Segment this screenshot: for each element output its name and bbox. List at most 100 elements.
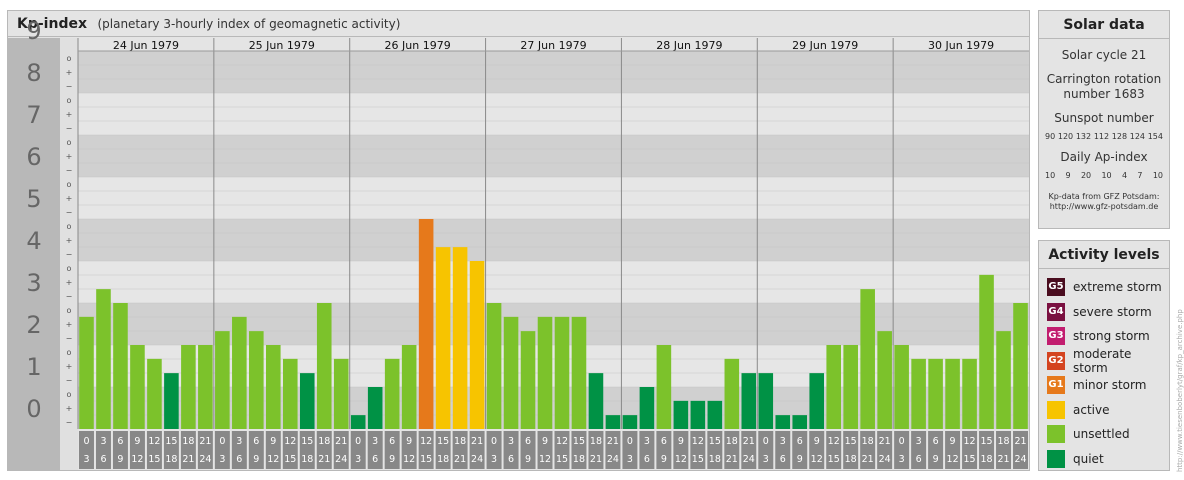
y-tick-label: 1: [26, 353, 41, 381]
data-source-note: Kp-data from GFZ Potsdam: http://www.gfz…: [1039, 192, 1169, 212]
minor-mark: +: [66, 152, 73, 161]
activity-levels-title: Activity levels: [1039, 241, 1169, 269]
interval-start-label: 12: [964, 436, 976, 447]
interval-cell: [860, 431, 876, 469]
kp-bar: [673, 400, 689, 429]
interval-cell: [554, 431, 570, 469]
kp-bar: [809, 373, 825, 429]
ap-value: 7: [1137, 171, 1143, 180]
interval-start-label: 12: [420, 436, 432, 447]
legend-item-quiet: quiet: [1047, 447, 1169, 472]
interval-cell: [452, 431, 468, 469]
interval-end-label: 18: [845, 454, 857, 465]
interval-start-label: 18: [862, 436, 874, 447]
sunspot-value: 128: [1111, 132, 1128, 141]
interval-start-label: 18: [182, 436, 194, 447]
kp-bar: [418, 219, 434, 429]
interval-cell: [163, 431, 179, 469]
minor-mark: −: [66, 82, 73, 91]
kp-band: [78, 219, 1029, 261]
interval-start-label: 18: [318, 436, 330, 447]
interval-end-label: 24: [743, 454, 755, 465]
interval-cell: [843, 431, 859, 469]
interval-start-label: 6: [661, 436, 667, 447]
day-label: 24 Jun 1979: [113, 39, 179, 52]
ap-value: 20: [1080, 171, 1092, 180]
interval-end-label: 9: [389, 454, 395, 465]
interval-start-label: 3: [372, 436, 378, 447]
interval-end-label: 24: [471, 454, 483, 465]
ap-value: 10: [1152, 171, 1163, 180]
interval-cell: [877, 431, 893, 469]
interval-cell: [95, 431, 111, 469]
minor-mark: −: [66, 376, 73, 385]
kp-bar: [232, 316, 247, 429]
interval-cell: [486, 431, 502, 469]
minor-mark: +: [66, 278, 73, 287]
interval-cell: [537, 431, 553, 469]
interval-start-label: 9: [542, 436, 548, 447]
legend-label: quiet: [1073, 451, 1104, 466]
interval-end-label: 9: [117, 454, 123, 465]
interval-end-label: 15: [556, 454, 568, 465]
interval-end-label: 24: [879, 454, 891, 465]
sunspot-numbers: 90 120 132 112 128 124 154: [1039, 132, 1169, 141]
legend-item-active: active: [1047, 398, 1169, 423]
kp-bar: [401, 345, 417, 429]
interval-cell: [571, 431, 587, 469]
interval-start-label: 9: [814, 436, 820, 447]
ap-value: 4: [1121, 171, 1128, 180]
interval-end-label: 12: [675, 454, 687, 465]
data-source-link[interactable]: http://www.gfz-potsdam.de: [1049, 202, 1159, 211]
legend-swatch: [1047, 449, 1065, 468]
interval-end-label: 3: [355, 454, 361, 465]
watermark-url: http://www.tiesenboberlyt/graf/kp_archiv…: [1176, 309, 1184, 472]
interval-cell: [316, 431, 332, 469]
minor-mark: −: [66, 124, 73, 133]
interval-start-label: 18: [726, 436, 738, 447]
kp-band: [78, 261, 1029, 303]
interval-cell: [503, 431, 519, 469]
interval-start-label: 3: [236, 436, 242, 447]
interval-end-label: 12: [403, 454, 415, 465]
kp-bar: [249, 331, 264, 429]
interval-cell: [792, 431, 808, 469]
interval-start-label: 15: [709, 436, 721, 447]
kp-bar: [843, 345, 858, 429]
interval-cell: [299, 431, 315, 469]
interval-end-label: 9: [797, 454, 803, 465]
interval-start-label: 0: [763, 436, 769, 447]
kp-bar: [520, 331, 536, 429]
kp-bar: [316, 303, 332, 429]
kp-band: [78, 93, 1029, 135]
interval-start-label: 0: [627, 436, 633, 447]
legend-swatch: G2: [1047, 351, 1065, 370]
activity-legend: G5 extreme storm G4 severe storm G3 stro…: [1039, 269, 1169, 471]
kp-bar: [1013, 303, 1028, 429]
interval-cell: [639, 431, 655, 469]
interval-cell: [214, 431, 230, 469]
minor-mark: −: [66, 208, 73, 217]
minor-mark: −: [66, 292, 73, 301]
interval-start-label: 15: [845, 436, 857, 447]
legend-label: severe storm: [1073, 304, 1152, 319]
ap-value: 9: [1065, 171, 1071, 180]
interval-cell: [775, 431, 791, 469]
interval-end-label: 18: [573, 454, 585, 465]
ap-index-values: 10 9 20 10 4 7 10: [1039, 171, 1169, 180]
interval-start-label: 9: [134, 436, 140, 447]
kp-bar: [299, 373, 315, 429]
sunspot-value: 112: [1093, 132, 1110, 141]
kp-bar: [911, 358, 926, 429]
interval-start-label: 12: [828, 436, 840, 447]
y-tick-label: 9: [26, 17, 41, 45]
legend-label: moderate storm: [1073, 346, 1132, 375]
interval-end-label: 12: [131, 454, 143, 465]
kp-chart-panel: Kp-index (planetary 3-hourly index of ge…: [7, 10, 1030, 471]
interval-cell: [1013, 431, 1028, 469]
ap-value: 10: [1101, 171, 1112, 180]
kp-bar: [826, 345, 841, 429]
kp-bar: [452, 247, 468, 429]
minor-mark: o: [67, 264, 72, 273]
minor-mark: +: [66, 362, 73, 371]
